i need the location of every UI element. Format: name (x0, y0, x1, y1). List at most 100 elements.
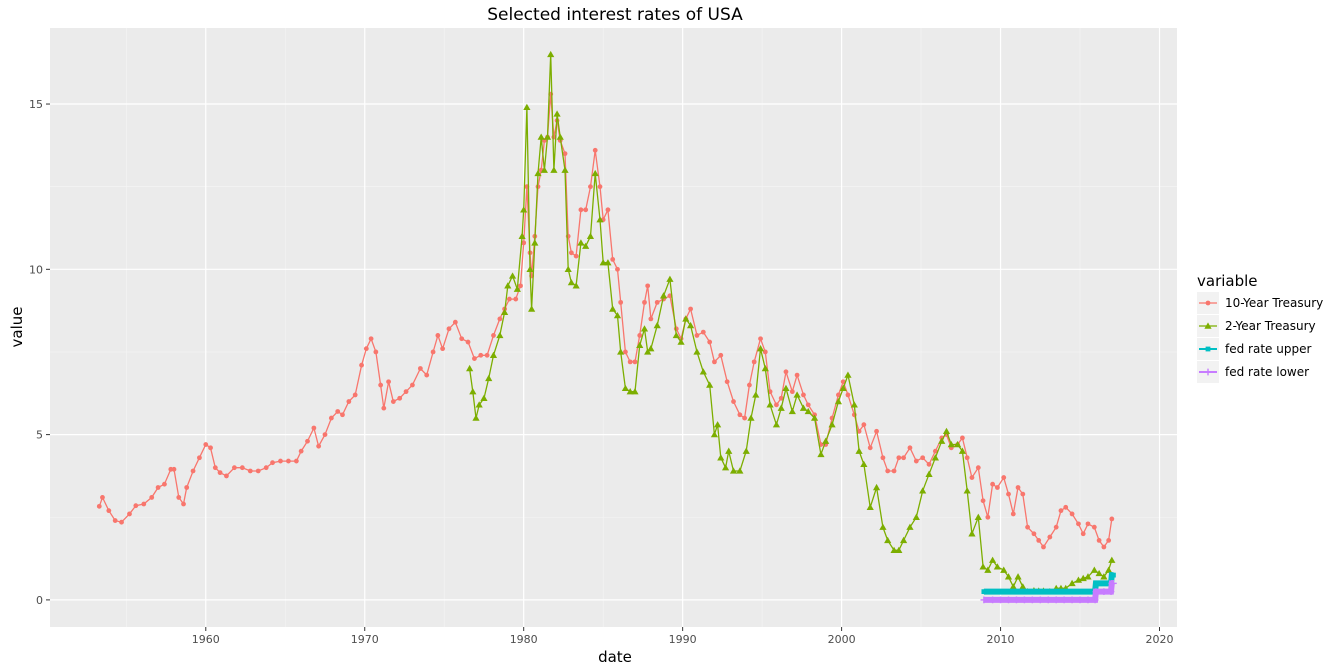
data-point-2-year-treasury (556, 133, 564, 140)
data-point-10-year-treasury (162, 481, 167, 487)
data-point-10-year-treasury (181, 501, 186, 507)
data-point-2-year-treasury (682, 315, 690, 322)
data-point-2-year-treasury (686, 321, 695, 329)
data-point-10-year-treasury (578, 207, 584, 213)
data-point-2-year-treasury (747, 414, 755, 421)
y-tick-label: 0 (36, 594, 43, 607)
series-layer (96, 50, 1117, 604)
data-point-2-year-treasury (564, 265, 572, 273)
data-point-10-year-treasury (417, 366, 423, 371)
data-point-2-year-treasury (919, 487, 927, 494)
data-point-10-year-treasury (133, 503, 139, 509)
data-point-10-year-treasury (758, 336, 763, 342)
data-point-10-year-treasury (637, 333, 643, 338)
data-point-2-year-treasury (561, 166, 569, 173)
series-10-year-treasury (96, 91, 1115, 550)
data-point-2-year-treasury (496, 331, 504, 339)
data-point-10-year-treasury (1015, 485, 1021, 490)
data-point-10-year-treasury (712, 359, 717, 365)
data-point-fed-rate-lower (1028, 596, 1036, 604)
data-point-fed-rate-upper (1022, 589, 1027, 595)
data-point-2-year-treasury (984, 566, 992, 573)
data-point-fed-rate-lower (989, 596, 996, 604)
data-point-10-year-treasury (239, 465, 245, 471)
data-point-10-year-treasury (751, 359, 757, 365)
data-point-2-year-treasury (850, 401, 858, 408)
data-point-10-year-treasury (605, 207, 611, 213)
y-tick-label: 10 (29, 263, 43, 276)
data-point-10-year-treasury (506, 296, 512, 302)
data-point-10-year-treasury (980, 498, 986, 504)
data-point-10-year-treasury (742, 415, 748, 421)
data-point-2-year-treasury (817, 450, 825, 458)
data-point-10-year-treasury (885, 468, 891, 474)
data-point-10-year-treasury (737, 412, 743, 418)
data-point-10-year-treasury (774, 402, 779, 408)
data-point-10-year-treasury (212, 465, 218, 471)
x-tick-label: 1960 (192, 633, 220, 646)
data-point-10-year-treasury (386, 379, 391, 385)
data-point-2-year-treasury (736, 467, 744, 474)
data-point-2-year-treasury (659, 292, 668, 299)
data-point-2-year-treasury (567, 278, 575, 286)
data-point-10-year-treasury (990, 481, 996, 487)
y-axis-title: value (8, 307, 26, 348)
data-point-2-year-treasury (979, 563, 987, 570)
data-point-fed-rate-upper (1029, 589, 1035, 595)
data-point-10-year-treasury (1069, 511, 1075, 517)
data-point-fed-rate-upper (1069, 589, 1075, 595)
data-point-10-year-treasury (430, 349, 436, 355)
data-point-10-year-treasury (597, 184, 603, 190)
data-point-2-year-treasury (782, 384, 790, 392)
data-point-fed-rate-upper (990, 589, 996, 595)
data-point-10-year-treasury (867, 445, 873, 451)
data-point-10-year-treasury (1063, 504, 1069, 510)
x-tick-label: 2010 (987, 633, 1015, 646)
legend-label: 2-Year Treasury (1225, 319, 1316, 333)
data-point-10-year-treasury (359, 362, 364, 368)
data-point-10-year-treasury (518, 283, 523, 289)
legend-title: variable (1197, 272, 1258, 290)
data-point-2-year-treasury (839, 384, 847, 392)
data-point-fed-rate-upper (1093, 580, 1099, 586)
data-point-fed-rate-lower (997, 596, 1004, 604)
data-point-10-year-treasury (1047, 534, 1053, 540)
data-point-10-year-treasury (472, 356, 477, 361)
data-point-2-year-treasury (609, 305, 617, 312)
data-point-2-year-treasury (617, 348, 625, 355)
legend-label: 10-Year Treasury (1225, 296, 1323, 310)
data-point-10-year-treasury (403, 389, 409, 395)
data-point-fed-rate-lower (1005, 596, 1012, 604)
data-point-2-year-treasury (1105, 566, 1113, 573)
x-tick-label: 2000 (828, 633, 856, 646)
x-tick-label: 1980 (510, 633, 538, 646)
data-point-10-year-treasury (1096, 537, 1102, 543)
data-point-2-year-treasury (644, 348, 652, 355)
data-point-10-year-treasury (901, 455, 906, 461)
data-point-2-year-treasury (518, 232, 526, 239)
data-point-10-year-treasury (645, 283, 651, 289)
data-point-fed-rate-lower (1091, 596, 1099, 604)
data-point-2-year-treasury (756, 345, 765, 352)
data-point-2-year-treasury (666, 275, 674, 282)
data-point-2-year-treasury (810, 414, 819, 421)
data-point-2-year-treasury (866, 503, 874, 511)
data-point-10-year-treasury (208, 445, 213, 451)
y-tick-label: 5 (36, 429, 43, 442)
x-tick-label: 2020 (1146, 633, 1174, 646)
data-point-2-year-treasury (834, 397, 843, 405)
legend-label: fed rate upper (1225, 342, 1311, 356)
legend-key-marker (1204, 322, 1212, 329)
legend-item-2-year-treasury: 2-Year Treasury (1197, 315, 1316, 337)
data-point-10-year-treasury (969, 475, 975, 480)
data-point-10-year-treasury (1031, 531, 1037, 537)
x-tick-label: 1990 (669, 633, 697, 646)
data-point-10-year-treasury (1109, 516, 1115, 522)
data-point-10-year-treasury (610, 257, 616, 262)
data-point-2-year-treasury (537, 133, 545, 140)
data-point-10-year-treasury (1101, 544, 1107, 550)
data-point-fed-rate-upper (1014, 589, 1019, 595)
data-point-10-year-treasury (718, 352, 724, 358)
data-point-10-year-treasury (410, 382, 415, 388)
